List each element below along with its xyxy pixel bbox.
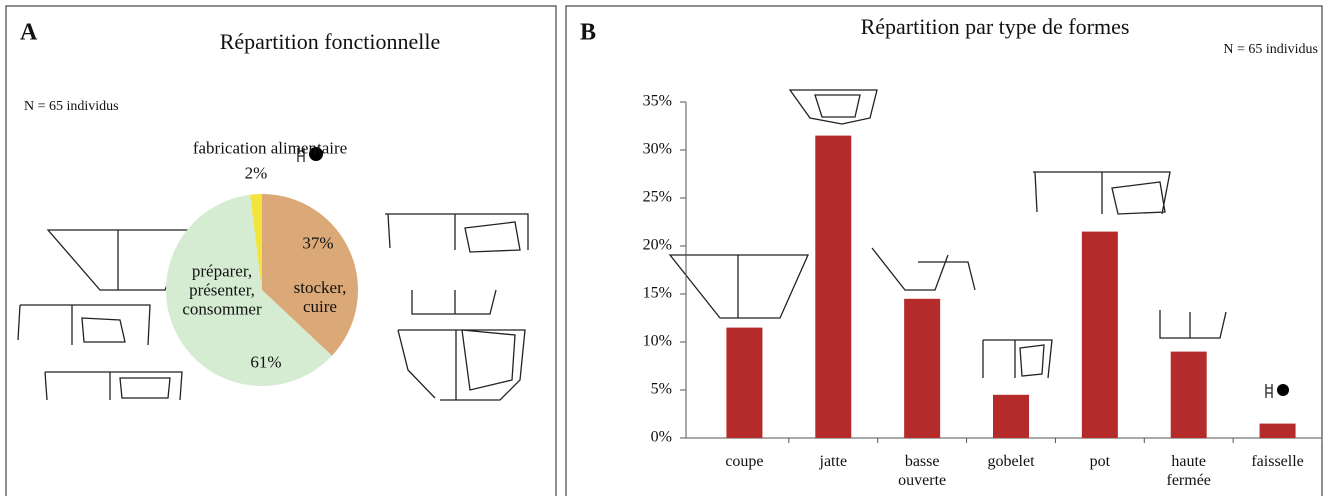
panel-label: B <box>580 20 596 46</box>
slice-label: préparer, présenter, consommer <box>172 262 272 319</box>
bar <box>726 328 762 438</box>
chart-title: Répartition fonctionnelle <box>220 29 441 54</box>
y-tick-label: 10% <box>643 333 672 350</box>
y-tick-label: 20% <box>643 237 672 254</box>
chart-subtitle: N = 65 individus <box>24 99 119 114</box>
bar <box>1260 424 1296 438</box>
y-tick-label: 30% <box>643 141 672 158</box>
panel-b-frame <box>566 6 1322 496</box>
value-label: 37% <box>288 234 348 253</box>
x-tick-label: pot <box>1065 452 1135 471</box>
page: {"chart_data": [ {"type": "pie", "panel"… <box>0 0 1327 496</box>
bar <box>1082 232 1118 438</box>
chart-subtitle: N = 65 individus <box>1223 42 1318 57</box>
bar <box>815 136 851 438</box>
y-tick-label: 35% <box>643 93 672 110</box>
chart-title: Répartition par type de formes <box>861 14 1130 39</box>
value-label: 2% <box>226 164 286 183</box>
slice-label: fabrication alimentaire <box>170 139 370 158</box>
value-label: 61% <box>236 353 296 372</box>
x-tick-label: coupe <box>709 452 779 471</box>
panel-label: A <box>20 20 38 46</box>
x-tick-label: faisselle <box>1243 452 1313 471</box>
y-tick-label: 0% <box>651 429 672 446</box>
x-tick-label: haute fermée <box>1154 452 1224 490</box>
bar <box>993 395 1029 438</box>
bar <box>904 299 940 438</box>
x-tick-label: basse ouverte <box>887 452 957 490</box>
bar <box>1171 352 1207 438</box>
slice-label: stocker, cuire <box>285 278 355 316</box>
figure: A Répartition fonctionnelle N = 65 indiv… <box>0 0 1327 496</box>
x-tick-label: jatte <box>798 452 868 471</box>
y-tick-label: 25% <box>643 189 672 206</box>
y-tick-label: 5% <box>651 381 672 398</box>
x-tick-label: gobelet <box>976 452 1046 471</box>
y-tick-label: 15% <box>643 285 672 302</box>
